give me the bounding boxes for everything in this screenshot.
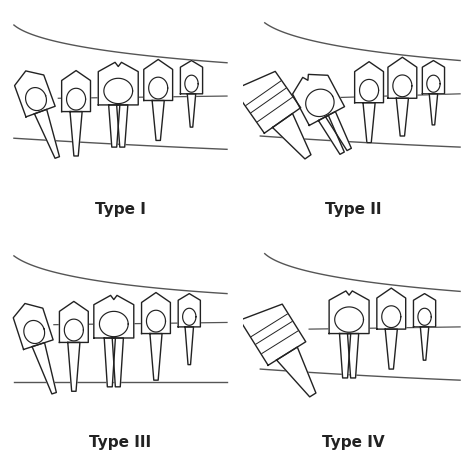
Polygon shape [68, 342, 80, 391]
Polygon shape [15, 71, 55, 117]
Polygon shape [429, 94, 438, 125]
Polygon shape [377, 288, 406, 329]
Polygon shape [234, 72, 301, 133]
Polygon shape [339, 334, 351, 378]
Polygon shape [117, 105, 128, 147]
Polygon shape [142, 292, 171, 334]
Polygon shape [329, 291, 369, 334]
Polygon shape [181, 61, 202, 94]
Polygon shape [240, 304, 306, 365]
Polygon shape [59, 301, 88, 342]
Polygon shape [347, 334, 359, 378]
Text: Type II: Type II [325, 202, 382, 217]
Polygon shape [422, 61, 445, 94]
Polygon shape [273, 113, 311, 159]
Polygon shape [363, 103, 375, 143]
Polygon shape [185, 327, 193, 365]
Polygon shape [277, 347, 316, 397]
Polygon shape [62, 71, 91, 111]
Text: Type I: Type I [95, 202, 146, 217]
Polygon shape [32, 343, 56, 394]
Polygon shape [178, 293, 201, 327]
Text: Type III: Type III [90, 435, 152, 450]
Text: Type IV: Type IV [322, 435, 385, 450]
Polygon shape [326, 111, 351, 151]
Polygon shape [13, 303, 53, 349]
Polygon shape [187, 94, 196, 127]
Polygon shape [396, 98, 409, 136]
Polygon shape [355, 62, 383, 103]
Polygon shape [70, 111, 82, 156]
Polygon shape [144, 59, 173, 100]
Polygon shape [292, 74, 345, 126]
Polygon shape [112, 338, 123, 387]
Polygon shape [35, 109, 59, 158]
Polygon shape [94, 295, 134, 338]
Polygon shape [319, 115, 344, 155]
Polygon shape [104, 338, 115, 387]
Polygon shape [150, 334, 162, 380]
Polygon shape [388, 57, 417, 98]
Polygon shape [420, 327, 429, 360]
Polygon shape [385, 329, 397, 369]
Polygon shape [98, 62, 138, 105]
Polygon shape [413, 293, 436, 327]
Polygon shape [109, 105, 120, 147]
Polygon shape [152, 100, 164, 140]
